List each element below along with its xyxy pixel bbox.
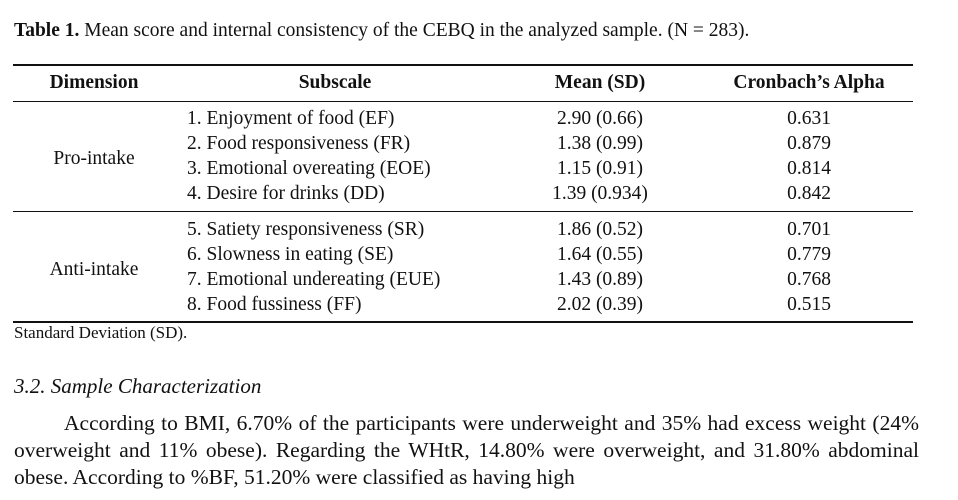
table-top-rule [13,64,913,66]
section-heading: 3.2. Sample Characterization [14,374,262,398]
subscale-cell: 8. Food fussiness (FF) [187,294,362,315]
alpha-cell: 0.701 [787,219,831,240]
table-caption-text: Mean score and internal consistency of t… [84,20,750,41]
group-divider-rule [13,211,913,212]
table-caption: Table 1. Mean score and internal consist… [14,20,749,42]
alpha-cell: 0.842 [787,183,831,204]
table-label: Table 1. [14,20,80,41]
subscale-cell: 6. Slowness in eating (SE) [187,244,394,265]
header-mean: Mean (SD) [554,72,646,93]
table-footnote: Standard Deviation (SD). [14,323,188,342]
alpha-cell: 0.768 [787,269,831,290]
subscale-cell: 1. Enjoyment of food (EF) [187,108,395,129]
header-subscale: Subscale [298,72,372,93]
subscale-cell: 2. Food responsiveness (FR) [187,133,411,154]
mean-cell: 1.64 (0.55) [556,244,644,265]
header-rule [13,101,913,102]
subscale-cell: 3. Emotional overeating (EOE) [187,158,431,179]
mean-cell: 1.38 (0.99) [556,133,644,154]
mean-cell: 1.43 (0.89) [556,269,644,290]
dimension-anti-intake: Anti-intake [49,259,139,280]
mean-cell: 1.86 (0.52) [556,219,644,240]
mean-cell: 1.15 (0.91) [556,158,644,179]
alpha-cell: 0.631 [787,108,831,129]
body-paragraph: According to BMI, 6.70% of the participa… [14,410,919,491]
header-dimension: Dimension [49,72,139,93]
subscale-cell: 7. Emotional undereating (EUE) [187,269,441,290]
alpha-cell: 0.515 [787,294,831,315]
mean-cell: 2.02 (0.39) [556,294,644,315]
dimension-pro-intake: Pro-intake [53,148,135,169]
alpha-cell: 0.879 [787,133,831,154]
alpha-cell: 0.779 [787,244,831,265]
header-alpha: Cronbach’s Alpha [733,72,885,93]
subscale-cell: 4. Desire for drinks (DD) [187,183,385,204]
mean-cell: 1.39 (0.934) [552,183,648,204]
subscale-cell: 5. Satiety responsiveness (SR) [187,219,425,240]
mean-cell: 2.90 (0.66) [556,108,644,129]
table-bottom-rule [13,321,913,323]
alpha-cell: 0.814 [787,158,831,179]
paragraph-text: According to BMI, 6.70% of the participa… [14,411,919,489]
